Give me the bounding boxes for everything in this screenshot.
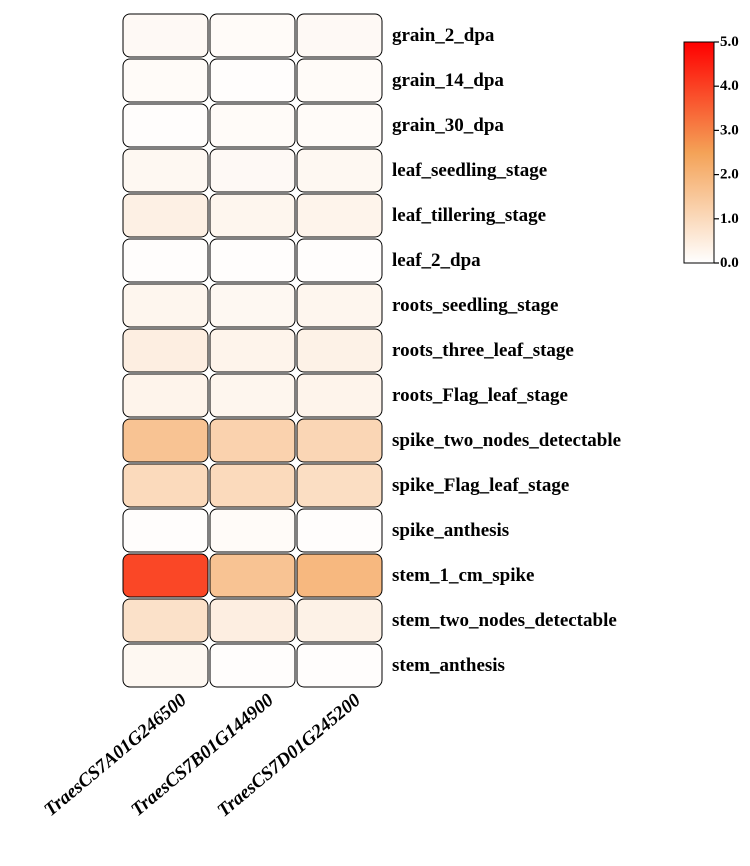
heatmap-cell: [296, 643, 383, 688]
heatmap-cell: [209, 418, 296, 463]
row-label: spike_two_nodes_detectable: [392, 430, 621, 451]
legend-tick-label: 0.0: [720, 255, 739, 271]
heatmap-cell: [209, 463, 296, 508]
row-label: leaf_tillering_stage: [392, 205, 546, 226]
heatmap-cell: [296, 238, 383, 283]
heatmap-cell: [296, 283, 383, 328]
row-label: stem_anthesis: [392, 655, 505, 676]
heatmap-cell: [122, 283, 209, 328]
heatmap-cell: [122, 58, 209, 103]
heatmap-cell: [209, 598, 296, 643]
column-label: TraesCS7D01G245200: [213, 689, 365, 821]
heatmap-cell: [296, 103, 383, 148]
heatmap-cell: [209, 283, 296, 328]
heatmap-cell: [122, 238, 209, 283]
legend-tick-label: 5.0: [720, 34, 739, 50]
legend-tick-label: 4.0: [720, 78, 739, 94]
heatmap-cell: [122, 643, 209, 688]
heatmap-cell: [209, 58, 296, 103]
legend-tick-label: 3.0: [720, 122, 739, 138]
heatmap-cell: [296, 508, 383, 553]
heatmap-cell: [122, 598, 209, 643]
column-label: TraesCS7A01G246500: [40, 689, 191, 820]
heatmap-cell: [122, 193, 209, 238]
heatmap-cell: [296, 373, 383, 418]
color-legend: 0.0 1.0 2.0 3.0 4.0 5.0: [683, 34, 739, 271]
row-label: stem_two_nodes_detectable: [392, 610, 617, 631]
heatmap-cell: [209, 553, 296, 598]
heatmap-cell: [209, 238, 296, 283]
heatmap-cell: [296, 418, 383, 463]
row-label: spike_anthesis: [392, 520, 509, 541]
heatmap-cell: [122, 463, 209, 508]
row-label: roots_three_leaf_stage: [392, 340, 574, 361]
row-label: roots_seedling_stage: [392, 295, 558, 316]
heatmap-cell: [122, 328, 209, 373]
heatmap-cell: [209, 373, 296, 418]
row-label: leaf_2_dpa: [392, 250, 481, 271]
heatmap-cell: [296, 148, 383, 193]
heatmap-cell: [209, 13, 296, 58]
legend-tick-label: 1.0: [720, 211, 739, 227]
heatmap-cell: [122, 103, 209, 148]
row-label: grain_2_dpa: [392, 25, 495, 46]
column-labels: TraesCS7A01G246500TraesCS7B01G144900Trae…: [40, 689, 365, 821]
heatmap-cell: [209, 508, 296, 553]
heatmap-cell: [122, 418, 209, 463]
row-label: grain_30_dpa: [392, 115, 504, 136]
row-labels: grain_2_dpa grain_14_dpa grain_30_dpa leaf_…: [392, 25, 621, 676]
heatmap-cell: [296, 553, 383, 598]
heatmap-cell: [209, 643, 296, 688]
row-label: leaf_seedling_stage: [392, 160, 547, 181]
heatmap-cell: [209, 148, 296, 193]
heatmap-cell: [296, 598, 383, 643]
row-label: grain_14_dpa: [392, 70, 504, 91]
row-label: stem_1_cm_spike: [392, 565, 534, 586]
heatmap-cell: [122, 508, 209, 553]
legend-color-bar: [683, 41, 715, 264]
heatmap-cell: [296, 328, 383, 373]
row-label: spike_Flag_leaf_stage: [392, 475, 569, 496]
row-label: roots_Flag_leaf_stage: [392, 385, 568, 406]
heatmap-cell: [209, 103, 296, 148]
heatmap-cell: [122, 13, 209, 58]
heatmap-cell: [122, 148, 209, 193]
heatmap-cell: [296, 463, 383, 508]
heatmap-cell: [296, 13, 383, 58]
heatmap-cell: [209, 193, 296, 238]
heatmap-cell: [296, 193, 383, 238]
heatmap-cell: [122, 373, 209, 418]
heatmap-cell: [122, 553, 209, 598]
heatmap-cells: [122, 13, 383, 688]
column-label: TraesCS7B01G144900: [127, 689, 278, 820]
legend-tick-label: 2.0: [720, 167, 739, 183]
heatmap-cell: [209, 328, 296, 373]
heatmap-cell: [296, 58, 383, 103]
